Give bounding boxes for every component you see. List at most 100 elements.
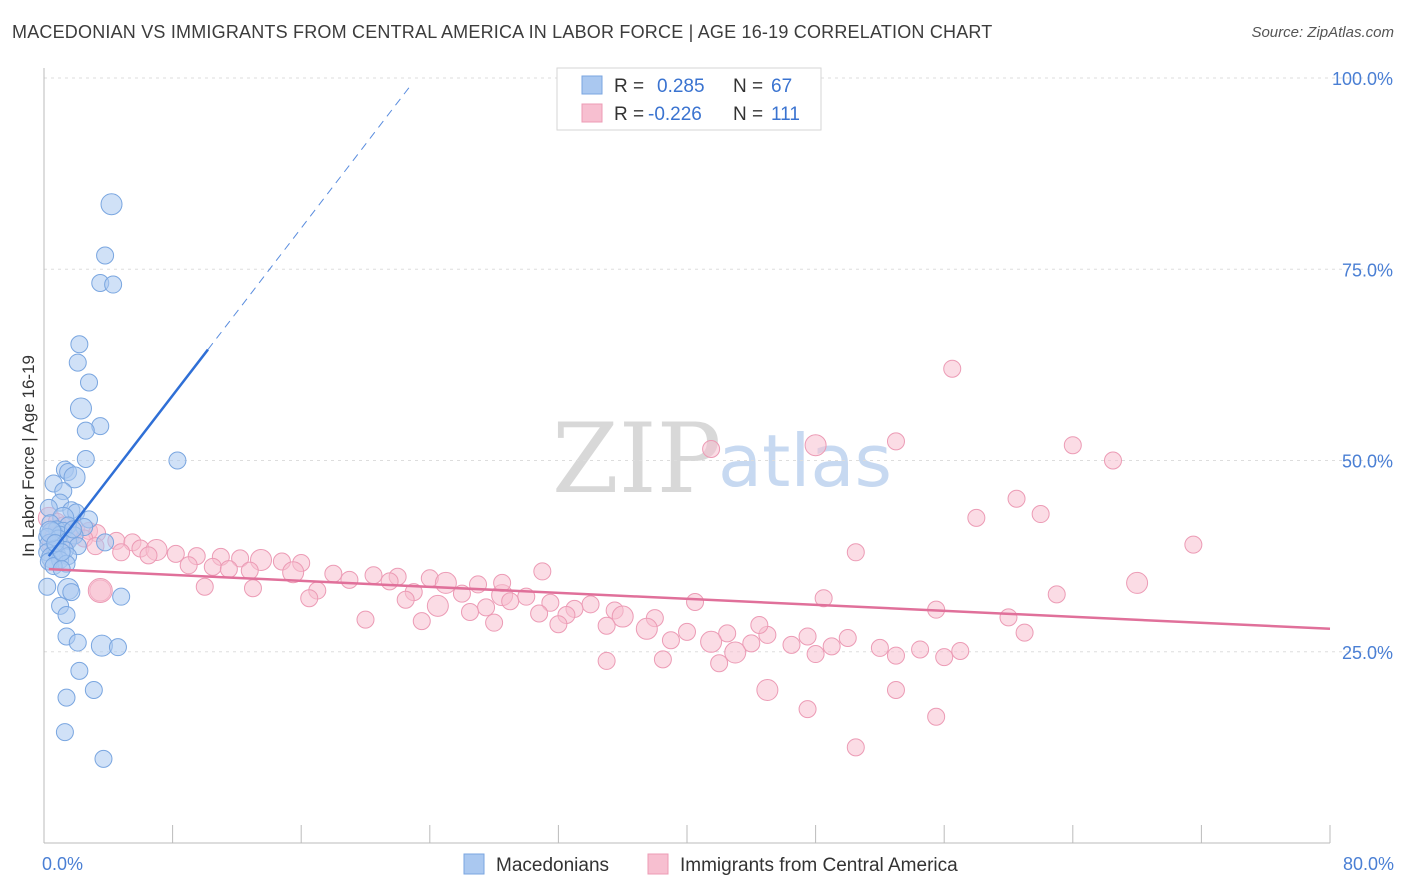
source-credit: Source: ZipAtlas.com xyxy=(1251,24,1394,41)
immigrants-point xyxy=(549,615,568,634)
chart-title: MACEDONIAN VS IMMIGRANTS FROM CENTRAL AM… xyxy=(12,22,993,42)
macedonians-point xyxy=(70,335,89,354)
legend-n-label-2: N = xyxy=(733,104,763,125)
macedonians-point xyxy=(104,275,123,294)
immigrants-point xyxy=(166,544,185,563)
correlation-legend: R = 0.285 N = 67 R = -0.226 N = 111 xyxy=(556,67,822,131)
legend-r-label-1: R = xyxy=(614,76,644,97)
immigrants-point xyxy=(1047,585,1066,604)
immigrants-point xyxy=(243,579,262,598)
macedonians-point xyxy=(108,638,127,657)
immigrants-point xyxy=(886,646,905,665)
immigrants-point xyxy=(1184,535,1203,554)
immigrants-point xyxy=(1126,571,1149,594)
immigrants-point xyxy=(203,557,222,576)
macedonians-point xyxy=(68,633,87,652)
immigrants-point xyxy=(477,598,496,617)
macedonians-point xyxy=(57,688,76,707)
legend-label-macedonians: Macedonians xyxy=(496,855,609,876)
macedonians-point xyxy=(80,373,99,392)
macedonians-point xyxy=(100,193,123,216)
immigrants-point xyxy=(806,645,825,664)
immigrants-point xyxy=(661,631,680,650)
immigrants-point xyxy=(702,440,721,459)
macedonians-point xyxy=(96,533,115,552)
legend-swatch-immigrants xyxy=(647,853,669,875)
immigrants-point xyxy=(581,595,600,614)
immigrants-point xyxy=(635,617,658,640)
trend-lines xyxy=(47,85,1331,631)
legend-n-value-1: 67 xyxy=(771,76,792,97)
macedonians-point xyxy=(63,466,86,489)
immigrants-point xyxy=(1031,505,1050,524)
macedonians-point xyxy=(68,353,87,372)
y-tick-label: 50.0% xyxy=(1342,452,1393,472)
immigrants-point xyxy=(886,432,905,451)
macedonians-point xyxy=(69,397,92,420)
macedonians-point xyxy=(57,606,76,625)
legend-r-label-2: R = xyxy=(614,104,644,125)
immigrants-point xyxy=(756,679,779,701)
immigrants-point xyxy=(742,634,761,653)
legend-n-value-2: 111 xyxy=(771,104,800,125)
immigrants-point xyxy=(798,700,817,719)
macedonians-point xyxy=(76,449,95,468)
immigrants-point xyxy=(324,564,343,583)
series-macedonians-points xyxy=(38,193,187,768)
immigrants-point xyxy=(750,615,769,634)
legend-n-label-1: N = xyxy=(733,76,763,97)
immigrants-point xyxy=(846,738,865,757)
macedonians-point xyxy=(76,421,95,440)
immigrants-point xyxy=(1063,436,1082,455)
macedonians-trend-line xyxy=(47,348,209,557)
macedonians-point xyxy=(63,520,82,539)
immigrants-point xyxy=(686,593,705,612)
y-tick-labels: 25.0% 50.0% 75.0% 100.0% xyxy=(1332,69,1393,663)
immigrants-point xyxy=(846,543,865,562)
legend-swatch-pink xyxy=(581,103,603,123)
y-tick-label: 100.0% xyxy=(1332,69,1393,89)
immigrants-point xyxy=(911,640,930,659)
immigrants-point xyxy=(139,546,158,565)
immigrants-point xyxy=(412,612,431,631)
macedonians-trend-extension xyxy=(207,85,411,350)
immigrants-point xyxy=(231,549,250,568)
immigrants-point xyxy=(219,560,238,579)
immigrants-point xyxy=(870,638,889,657)
macedonians-point xyxy=(112,587,131,606)
immigrants-point xyxy=(999,608,1018,627)
x-tick-label-max: 80.0% xyxy=(1343,854,1394,874)
immigrants-point xyxy=(798,627,817,646)
immigrants-point xyxy=(533,562,552,581)
immigrants-point xyxy=(282,561,305,584)
immigrants-point xyxy=(460,602,479,621)
macedonians-point xyxy=(96,246,115,265)
immigrants-point xyxy=(300,589,319,608)
immigrants-point xyxy=(240,561,259,580)
immigrants-point xyxy=(838,628,857,647)
immigrants-point xyxy=(886,681,905,699)
immigrants-point xyxy=(501,592,520,611)
immigrants-point xyxy=(396,590,415,609)
immigrants-point xyxy=(724,641,747,664)
immigrants-point xyxy=(653,650,672,669)
axes xyxy=(43,68,1331,844)
immigrants-point xyxy=(814,589,833,608)
immigrants-point xyxy=(530,604,549,623)
legend-r-value-1: 0.285 xyxy=(657,76,705,97)
immigrants-point xyxy=(87,578,113,604)
y-axis-title: In Labor Force | Age 16-19 xyxy=(19,355,38,557)
immigrants-point xyxy=(1103,451,1122,470)
immigrants-point xyxy=(112,543,131,562)
immigrants-point xyxy=(718,624,737,643)
legend-swatch-macedonians xyxy=(463,853,485,875)
macedonians-point xyxy=(168,451,187,470)
immigrants-point xyxy=(782,635,801,654)
immigrants-point xyxy=(364,566,383,585)
immigrants-point xyxy=(434,571,457,594)
immigrants-point xyxy=(951,641,970,660)
legend-label-immigrants: Immigrants from Central America xyxy=(680,855,958,876)
x-tick-label-min: 0.0% xyxy=(42,854,83,874)
immigrants-point xyxy=(380,572,399,591)
immigrants-point xyxy=(426,594,449,617)
